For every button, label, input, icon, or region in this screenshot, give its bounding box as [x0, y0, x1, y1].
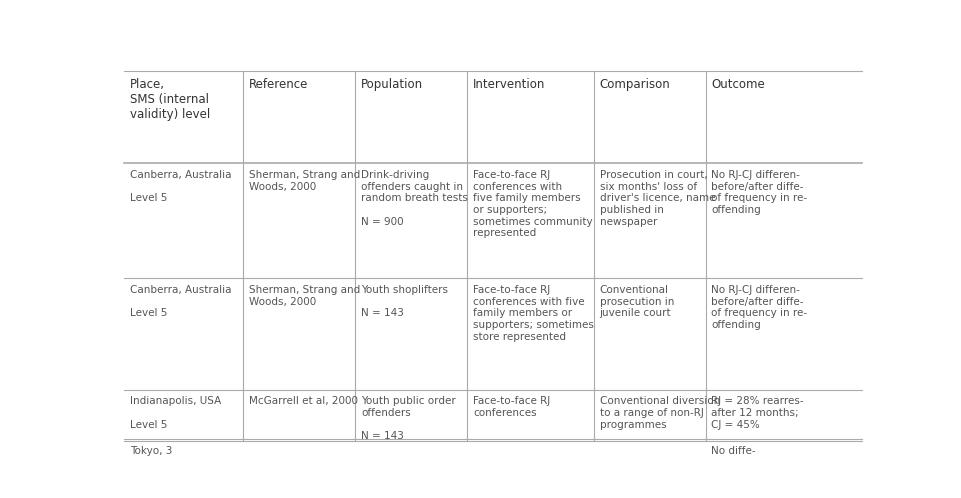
Text: Drink-driving
offenders caught in
random breath tests

N = 900: Drink-driving offenders caught in random…	[360, 170, 467, 227]
Text: Canberra, Australia

Level 5: Canberra, Australia Level 5	[130, 170, 232, 203]
Text: Conventional diversion
to a range of non-RJ
programmes: Conventional diversion to a range of non…	[599, 396, 719, 430]
Text: No RJ-CJ differen-
before/after diffe-
of frequency in re-
offending: No RJ-CJ differen- before/after diffe- o…	[711, 170, 806, 215]
Text: Outcome: Outcome	[711, 78, 764, 91]
Text: No diffe-: No diffe-	[711, 446, 755, 456]
Text: Comparison: Comparison	[599, 78, 670, 91]
Text: Intervention: Intervention	[473, 78, 545, 91]
Text: Canberra, Australia

Level 5: Canberra, Australia Level 5	[130, 285, 232, 318]
Text: Face-to-face RJ
conferences with
five family members
or supporters;
sometimes co: Face-to-face RJ conferences with five fa…	[473, 170, 592, 238]
Text: Youth public order
offenders

N = 143: Youth public order offenders N = 143	[360, 396, 456, 441]
Text: Prosecution in court,
six months' loss of
driver's licence, name
published in
ne: Prosecution in court, six months' loss o…	[599, 170, 714, 227]
Text: RJ = 28% rearres-
after 12 months;
CJ = 45%: RJ = 28% rearres- after 12 months; CJ = …	[711, 396, 803, 430]
Text: Place,
SMS (internal
validity) level: Place, SMS (internal validity) level	[130, 78, 209, 121]
Text: Tokyo, 3: Tokyo, 3	[130, 446, 172, 456]
Text: Youth shoplifters

N = 143: Youth shoplifters N = 143	[360, 285, 448, 318]
Text: No RJ-CJ differen-
before/after diffe-
of frequency in re-
offending: No RJ-CJ differen- before/after diffe- o…	[711, 285, 806, 330]
Text: Sherman, Strang and
Woods, 2000: Sherman, Strang and Woods, 2000	[249, 285, 360, 307]
Text: Conventional
prosecution in
juvenile court: Conventional prosecution in juvenile cou…	[599, 285, 674, 318]
Text: Indianapolis, USA

Level 5: Indianapolis, USA Level 5	[130, 396, 221, 430]
Text: Face-to-face RJ
conferences: Face-to-face RJ conferences	[473, 396, 550, 418]
Text: Sherman, Strang and
Woods, 2000: Sherman, Strang and Woods, 2000	[249, 170, 360, 192]
Text: McGarrell et al, 2000: McGarrell et al, 2000	[249, 396, 357, 406]
Text: Population: Population	[360, 78, 423, 91]
Text: Reference: Reference	[249, 78, 308, 91]
Text: Face-to-face RJ
conferences with five
family members or
supporters; sometimes
st: Face-to-face RJ conferences with five fa…	[473, 285, 593, 342]
